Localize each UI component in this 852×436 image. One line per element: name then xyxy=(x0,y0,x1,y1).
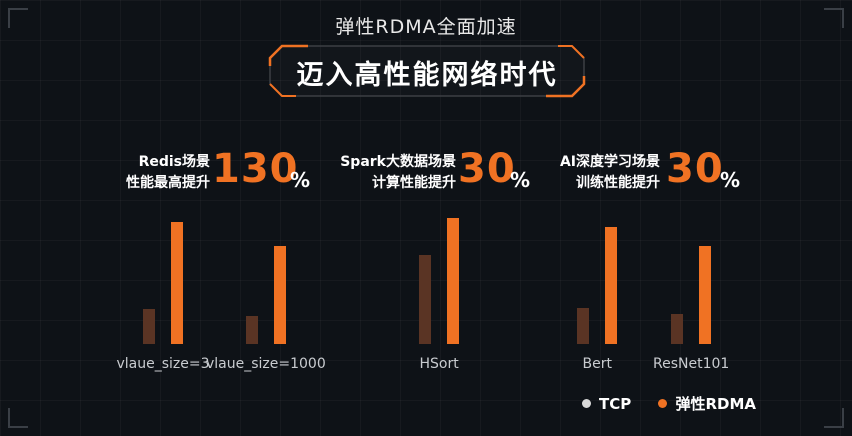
x-tick-label: Bert xyxy=(582,356,612,372)
stat-value: 130 xyxy=(212,146,299,192)
stat-label: Redis场景 性能最高提升 xyxy=(126,152,210,194)
bar-rdma-2 xyxy=(447,218,459,344)
legend: TCP 弹性RDMA xyxy=(582,393,756,414)
bar-rdma-3 xyxy=(605,227,617,344)
stat-unit: % xyxy=(720,168,741,192)
stat-ai: AI深度学习场景 训练性能提升 30 % xyxy=(530,146,744,196)
x-tick-label: ResNet101 xyxy=(653,356,730,372)
legend-item-rdma: 弹性RDMA xyxy=(658,395,756,413)
frame-corner-bottom-left xyxy=(8,408,28,428)
bar-tcp-1 xyxy=(246,316,258,344)
stat-label: Spark大数据场景 计算性能提升 xyxy=(340,152,456,194)
bar-rdma-1 xyxy=(274,246,286,344)
legend-dot-tcp xyxy=(582,399,591,408)
bar-rdma-0 xyxy=(171,222,183,344)
stat-redis: Redis场景 性能最高提升 130 % xyxy=(100,146,311,196)
stat-label-line1: AI深度学习场景 xyxy=(559,154,660,170)
bar-tcp-3 xyxy=(577,308,589,344)
bar-tcp-4 xyxy=(671,314,683,344)
title-frame-border xyxy=(268,44,586,98)
page-subtitle: 弹性RDMA全面加速 xyxy=(335,16,517,38)
stat-unit: % xyxy=(510,168,531,192)
bar-tcp-2 xyxy=(419,255,431,344)
legend-label-tcp: TCP xyxy=(599,395,632,413)
x-tick-label: HSort xyxy=(419,356,459,372)
stat-value: 30 xyxy=(458,146,516,192)
stat-label-line1: Spark大数据场景 xyxy=(340,154,456,170)
stat-value: 30 xyxy=(666,146,724,192)
stat-label-line1: Redis场景 xyxy=(138,154,210,170)
legend-label-rdma: 弹性RDMA xyxy=(675,395,757,413)
stat-label-line2: 计算性能提升 xyxy=(372,175,456,191)
x-tick-label: vlaue_size=1000 xyxy=(206,356,326,372)
legend-dot-rdma xyxy=(658,399,668,408)
bar-rdma-4 xyxy=(699,246,711,344)
stat-unit: % xyxy=(290,168,311,192)
stat-label-line2: 性能最高提升 xyxy=(126,175,210,191)
page-title: 迈入高性能网络时代 xyxy=(296,60,558,91)
x-tick-label: vlaue_size=3 xyxy=(116,356,210,372)
frame-corner-bottom-right xyxy=(824,408,844,428)
title-frame: 迈入高性能网络时代 xyxy=(268,44,586,98)
bar-tcp-0 xyxy=(143,309,155,344)
frame-corner-top-right xyxy=(824,8,844,28)
stat-label: AI深度学习场景 训练性能提升 xyxy=(560,152,660,194)
frame-corner-top-left xyxy=(8,8,28,28)
legend-item-tcp: TCP xyxy=(582,395,636,413)
stat-label-line2: 训练性能提升 xyxy=(576,175,660,191)
stat-spark: Spark大数据场景 计算性能提升 30 % xyxy=(318,146,531,196)
